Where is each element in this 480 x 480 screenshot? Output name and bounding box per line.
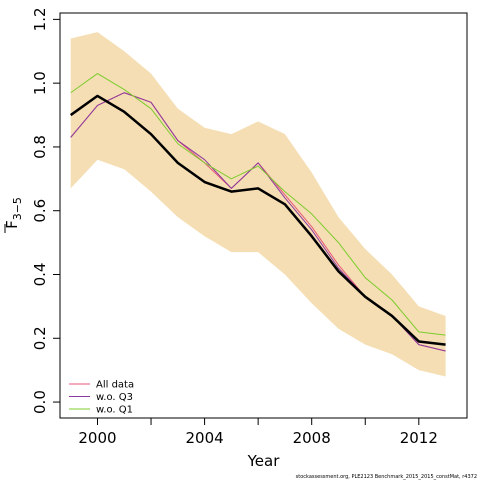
series-line-estimate <box>69 94 446 346</box>
x-tick-label: 2004 <box>185 429 223 447</box>
legend-entry-all-data: All data <box>69 380 134 391</box>
x-tick-label: 2012 <box>400 429 438 447</box>
y-axis: 0.0 0.2 0.4 0.6 0.8 1.0 1.2 <box>31 7 61 414</box>
x-axis: 2000 2004 2008 2012 <box>78 417 438 447</box>
y-tick-label: 0.6 <box>31 199 49 223</box>
x-axis-title: Year <box>247 452 281 470</box>
legend-entry-w-o-q3: w.o. Q3 <box>69 392 133 403</box>
footer-note: stockassessment.org, PLE2123 Benchmark_2… <box>296 474 477 480</box>
confidence-band <box>70 32 446 377</box>
y-tick-label: 0.4 <box>31 263 49 287</box>
y-tick-label: 1.2 <box>31 7 49 31</box>
y-axis-title: F3−5 <box>3 197 24 233</box>
legend-label: All data <box>96 380 134 391</box>
y-tick-label: 0.0 <box>31 390 49 414</box>
series-layer <box>69 73 446 352</box>
y-tick-label: 0.8 <box>31 135 49 159</box>
svg-text:F3−5: F3−5 <box>3 197 24 229</box>
legend-label: w.o. Q1 <box>96 405 133 416</box>
y-axis-title-subscript: 3−5 <box>11 197 24 220</box>
legend-entry-w-o-q1: w.o. Q1 <box>69 405 133 416</box>
confidence-band-layer <box>70 32 446 377</box>
x-tick-label: 2008 <box>293 429 331 447</box>
y-axis-title-main: F <box>3 220 21 229</box>
series-line-w-o-q1 <box>70 73 446 336</box>
y-tick-label: 0.2 <box>31 326 49 350</box>
x-tick-label: 2000 <box>78 429 116 447</box>
legend-label: w.o. Q3 <box>96 392 133 403</box>
y-tick-label: 1.0 <box>31 71 49 95</box>
